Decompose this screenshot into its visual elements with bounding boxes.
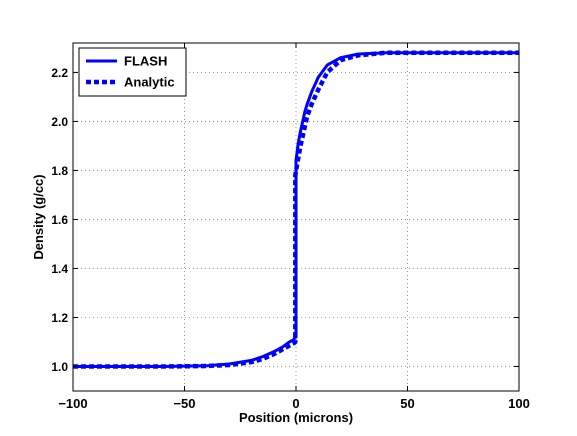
x-tick-label: −50 [173, 396, 195, 411]
series-layer [73, 50, 519, 369]
x-tick-label: 100 [508, 396, 530, 411]
y-tick-label: 1.8 [51, 164, 68, 178]
axis-ticks: −100 −50 0 50 100 1.0 1.2 1.4 1.6 1.8 2.0 2.2 [51, 43, 530, 411]
y-tick-label: 2.2 [51, 66, 68, 80]
y-tick-label: 1.0 [51, 360, 68, 374]
legend-label-analytic: Analytic [124, 75, 175, 90]
y-tick-label: 1.4 [51, 262, 68, 276]
x-tick-label: −100 [58, 396, 87, 411]
legend: FLASH Analytic [78, 47, 187, 97]
y-axis-label: Density (g/cc) [31, 174, 46, 259]
x-tick-label: 50 [400, 396, 414, 411]
y-tick-label: 1.2 [51, 311, 68, 325]
y-tick-label: 1.6 [51, 213, 68, 227]
x-axis-label: Position (microns) [239, 410, 353, 425]
y-tick-label: 2.0 [51, 115, 68, 129]
legend-label-flash: FLASH [124, 54, 167, 69]
series-line-analytic [73, 50, 519, 369]
x-tick-label: 0 [292, 396, 299, 411]
legend-box [78, 47, 187, 97]
